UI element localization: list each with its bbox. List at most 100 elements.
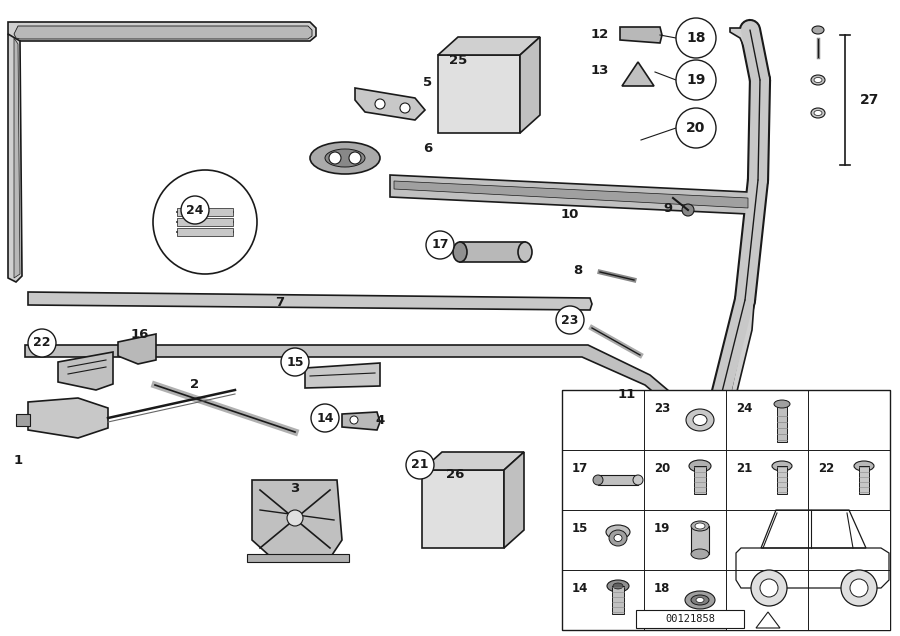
Circle shape — [153, 170, 257, 274]
Polygon shape — [390, 175, 756, 214]
Ellipse shape — [854, 461, 874, 471]
Ellipse shape — [814, 78, 822, 83]
Ellipse shape — [814, 111, 822, 116]
Polygon shape — [8, 34, 22, 282]
Bar — [177, 228, 233, 236]
Polygon shape — [252, 480, 342, 558]
Circle shape — [311, 404, 339, 432]
Circle shape — [350, 416, 358, 424]
Text: 3: 3 — [291, 481, 300, 495]
Text: 00121858: 00121858 — [665, 614, 715, 624]
Ellipse shape — [685, 591, 715, 609]
Circle shape — [181, 196, 209, 224]
Ellipse shape — [812, 26, 824, 34]
Bar — [859, 466, 869, 494]
Text: 20: 20 — [687, 121, 706, 135]
Circle shape — [28, 329, 56, 357]
Ellipse shape — [310, 142, 380, 174]
Text: 22: 22 — [818, 462, 834, 475]
Bar — [247, 554, 349, 562]
Ellipse shape — [686, 409, 714, 431]
Bar — [694, 466, 706, 494]
Bar — [777, 404, 787, 442]
Circle shape — [426, 231, 454, 259]
Text: 27: 27 — [860, 93, 879, 107]
Text: 6: 6 — [423, 141, 433, 155]
Bar — [777, 466, 787, 494]
Text: 18: 18 — [654, 582, 670, 595]
Circle shape — [375, 99, 385, 109]
Text: 10: 10 — [561, 207, 580, 221]
Text: 15: 15 — [286, 356, 304, 368]
Bar — [438, 55, 520, 133]
Polygon shape — [622, 62, 654, 86]
Circle shape — [281, 348, 309, 376]
Text: 2: 2 — [191, 378, 200, 392]
Bar — [562, 390, 890, 630]
Circle shape — [682, 204, 694, 216]
Ellipse shape — [693, 415, 707, 425]
Ellipse shape — [695, 523, 705, 529]
Text: 25: 25 — [449, 53, 467, 67]
Text: 5: 5 — [423, 76, 433, 88]
Bar — [460, 242, 525, 262]
Polygon shape — [342, 412, 380, 430]
Polygon shape — [394, 181, 748, 208]
Ellipse shape — [609, 530, 627, 546]
Ellipse shape — [593, 475, 603, 485]
Text: 24: 24 — [186, 204, 203, 216]
Text: 23: 23 — [654, 402, 670, 415]
Polygon shape — [305, 363, 380, 388]
Ellipse shape — [774, 400, 790, 408]
Circle shape — [751, 570, 787, 606]
Polygon shape — [8, 22, 316, 41]
Polygon shape — [355, 88, 425, 120]
Ellipse shape — [811, 108, 825, 118]
Text: 14: 14 — [572, 582, 589, 595]
Circle shape — [406, 451, 434, 479]
Text: 4: 4 — [375, 413, 384, 427]
Ellipse shape — [691, 521, 709, 531]
Circle shape — [556, 306, 584, 334]
Ellipse shape — [518, 242, 532, 262]
Polygon shape — [25, 345, 715, 440]
Text: 19: 19 — [654, 522, 670, 535]
Text: 20: 20 — [654, 462, 670, 475]
Ellipse shape — [811, 75, 825, 85]
Text: 1: 1 — [14, 453, 22, 466]
Ellipse shape — [691, 549, 709, 559]
Text: 9: 9 — [663, 202, 672, 214]
Polygon shape — [422, 452, 524, 470]
Circle shape — [329, 152, 341, 164]
Text: 13: 13 — [590, 64, 609, 76]
Bar — [636, 610, 744, 628]
Polygon shape — [520, 37, 540, 133]
Polygon shape — [28, 292, 592, 310]
Bar — [612, 586, 624, 614]
Text: 21: 21 — [411, 459, 428, 471]
Text: 12: 12 — [591, 29, 609, 41]
Circle shape — [400, 103, 410, 113]
Circle shape — [841, 570, 877, 606]
Bar — [177, 218, 233, 226]
Text: 7: 7 — [275, 296, 284, 308]
Polygon shape — [700, 28, 762, 460]
Text: 8: 8 — [573, 263, 582, 277]
Text: 22: 22 — [33, 336, 50, 350]
Ellipse shape — [453, 242, 467, 262]
Polygon shape — [14, 38, 20, 278]
Ellipse shape — [696, 597, 704, 602]
Text: 19: 19 — [687, 73, 706, 87]
Polygon shape — [756, 612, 780, 628]
Circle shape — [676, 60, 716, 100]
Bar — [422, 470, 504, 548]
Text: 15: 15 — [572, 522, 589, 535]
Circle shape — [676, 108, 716, 148]
Bar — [691, 526, 709, 554]
Polygon shape — [28, 398, 108, 438]
Text: 17: 17 — [572, 462, 589, 475]
Ellipse shape — [691, 595, 709, 605]
Polygon shape — [58, 352, 113, 390]
Ellipse shape — [772, 461, 792, 471]
Ellipse shape — [633, 475, 643, 485]
